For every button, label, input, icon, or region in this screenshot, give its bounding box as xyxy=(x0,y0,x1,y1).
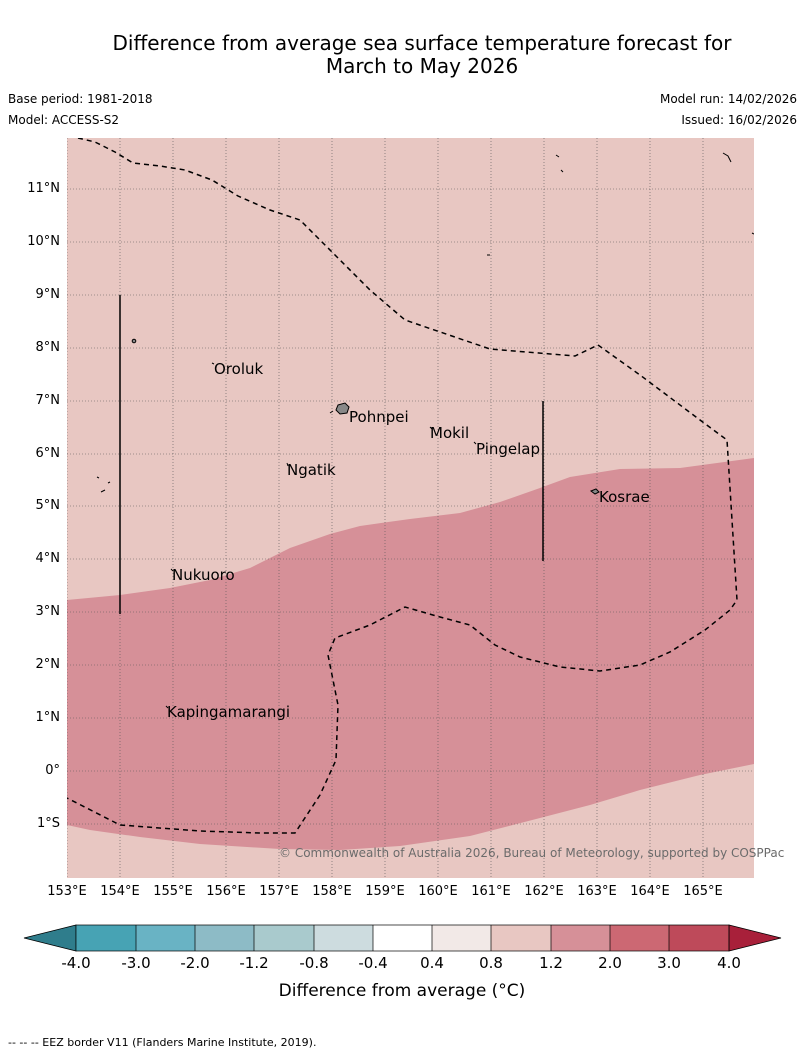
pohnpei-island xyxy=(335,402,350,415)
model-run: Model run: 14/02/2026 xyxy=(659,92,797,106)
colorbar-tick: 1.2 xyxy=(539,954,563,972)
lat-label: 9°N xyxy=(35,287,61,302)
colorbar-tick: 0.8 xyxy=(479,954,503,972)
place-pingelap: Pingelap xyxy=(476,440,541,458)
islet-ticks xyxy=(165,362,477,709)
issued-date: Issued: 16/02/2026 xyxy=(681,113,797,127)
colorbar-tick: 4.0 xyxy=(717,954,741,972)
colorbar-tick: -3.0 xyxy=(121,954,151,972)
copyright-notice: © Commonwealth of Australia 2026, Bureau… xyxy=(279,846,785,860)
place-mokil: Mokil xyxy=(430,424,470,442)
lat-label: 4°N xyxy=(35,551,61,566)
colorbar xyxy=(23,924,782,952)
model-name: Model: ACCESS-S2 xyxy=(8,113,120,127)
lat-label: 10°N xyxy=(27,234,60,249)
colorbar-bin-3 xyxy=(195,925,254,951)
lon-label: 162°E xyxy=(524,884,564,899)
colorbar-tick: 2.0 xyxy=(598,954,622,972)
lat-label: 5°N xyxy=(35,498,61,513)
lon-label: 154°E xyxy=(100,884,140,899)
place-nukuoro: Nukuoro xyxy=(172,566,235,584)
colorbar-tick: -0.4 xyxy=(358,954,388,972)
island-dot-north xyxy=(131,338,137,344)
lat-label: 7°N xyxy=(35,393,61,408)
colorbar-tick: 0.4 xyxy=(420,954,444,972)
title-line-1: Difference from average sea surface temp… xyxy=(112,31,732,55)
lat-label: 0° xyxy=(45,763,60,778)
lon-label: 164°E xyxy=(630,884,670,899)
place-oroluk: Oroluk xyxy=(214,360,264,378)
colorbar-bin-2 xyxy=(136,925,195,951)
base-period: Base period: 1981-2018 xyxy=(8,92,153,106)
place-kapingamarangi: Kapingamarangi xyxy=(167,703,291,721)
lon-label: 160°E xyxy=(418,884,458,899)
colorbar-dividers xyxy=(135,925,670,951)
colorbar-tick: -1.2 xyxy=(239,954,269,972)
colorbar-bin-10 xyxy=(610,925,669,951)
island-dots-ne xyxy=(555,152,732,173)
island-dot-east xyxy=(751,232,754,235)
divider-lines xyxy=(119,295,544,614)
lon-label: 163°E xyxy=(577,884,617,899)
graticule xyxy=(67,138,754,878)
colorbar-min-arrow xyxy=(23,924,77,952)
colorbar-bin-11 xyxy=(669,925,729,951)
place-pohnpei: Pohnpei xyxy=(349,408,409,426)
lat-label: 1°S xyxy=(36,816,60,831)
lat-label: 1°N xyxy=(35,710,61,725)
colorbar-title: Difference from average (°C) xyxy=(278,981,526,1001)
colorbar-outline xyxy=(75,924,730,952)
lat-label: 11°N xyxy=(27,181,60,196)
colorbar-bin-6 xyxy=(373,925,432,951)
place-ngatik: Ngatik xyxy=(287,461,336,479)
island-arc-west xyxy=(96,476,111,493)
colorbar-bin-1 xyxy=(76,925,136,951)
lat-label: 2°N xyxy=(35,657,61,672)
kosrae-island xyxy=(589,488,600,495)
title-line-2: March to May 2026 xyxy=(325,54,519,78)
lon-label: 153°E xyxy=(47,884,87,899)
chart-title: Difference from average sea surface temp… xyxy=(40,32,804,78)
islands xyxy=(96,152,754,709)
lon-label: 159°E xyxy=(365,884,405,899)
map-area xyxy=(67,138,754,878)
colorbar-bin-7 xyxy=(432,925,491,951)
colorbar-tick: -4.0 xyxy=(61,954,91,972)
colorbar-bin-4 xyxy=(254,925,314,951)
lat-label: 3°N xyxy=(35,604,61,619)
colorbar-bin-8 xyxy=(491,925,551,951)
colorbar-bin-9 xyxy=(551,925,610,951)
lon-label: 157°E xyxy=(259,884,299,899)
lat-label: 6°N xyxy=(35,446,61,461)
place-kosrae: Kosrae xyxy=(599,488,650,506)
lon-label: 155°E xyxy=(153,884,193,899)
lon-label: 156°E xyxy=(206,884,246,899)
lat-label: 8°N xyxy=(35,340,61,355)
lon-label: 161°E xyxy=(471,884,511,899)
colorbar-tick: -2.0 xyxy=(180,954,210,972)
colorbar-max-arrow xyxy=(728,924,782,952)
colorbar-tick: 3.0 xyxy=(657,954,681,972)
strong-anomaly-region xyxy=(67,458,754,850)
colorbar-bin-5 xyxy=(314,925,373,951)
lon-label: 165°E xyxy=(683,884,723,899)
lon-label: 158°E xyxy=(312,884,352,899)
colorbar-tick: -0.8 xyxy=(299,954,329,972)
eez-footer-note: -- -- -- EEZ border V11 (Flanders Marine… xyxy=(8,1036,317,1049)
